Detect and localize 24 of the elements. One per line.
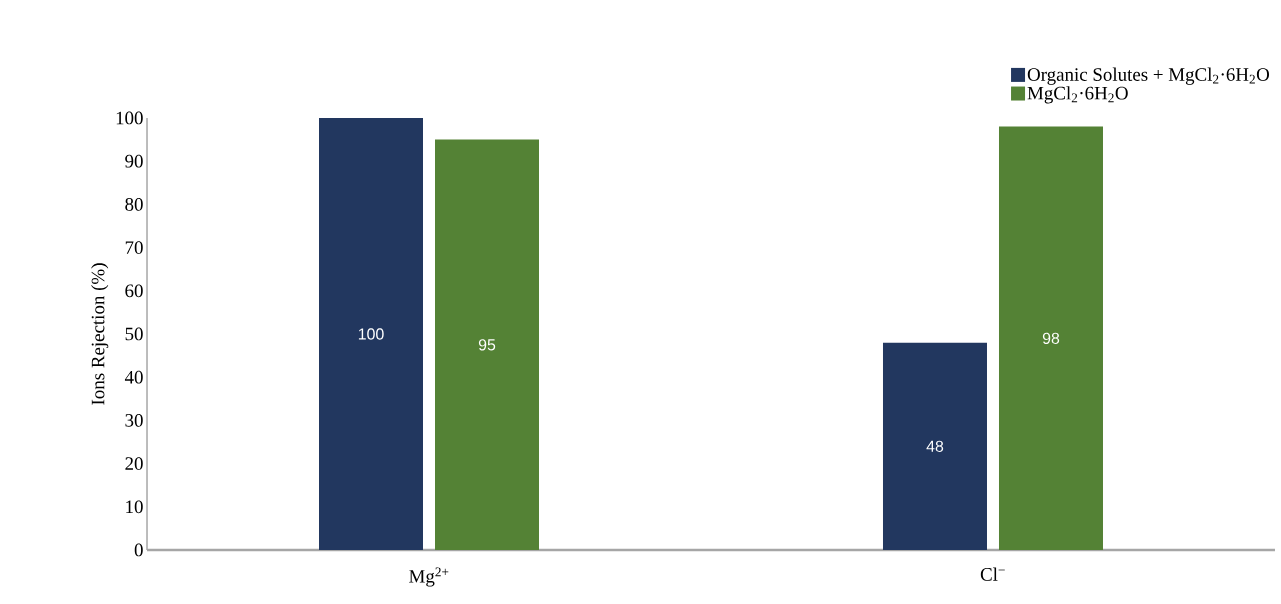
y-tick-label: 50	[125, 327, 143, 341]
y-tick-label: 90	[125, 154, 143, 168]
data-label: 98	[1042, 332, 1060, 344]
data-label: 95	[478, 339, 496, 351]
bar	[319, 117, 423, 550]
x-tick-label: Mg$^{2+}$	[409, 567, 449, 587]
data-label: 100	[358, 328, 384, 340]
y-tick-label: 80	[125, 198, 143, 211]
y-tick-label: 0	[134, 543, 143, 557]
y-tick-label: 100	[116, 111, 143, 125]
y-tick-label: 30	[125, 414, 143, 427]
legend-label: MgCl$_{2}$·6H$_{2}$O	[1027, 86, 1128, 104]
y-axis-title: Ions Rejection (%)	[91, 263, 109, 405]
y-tick-label: 10	[126, 500, 143, 514]
y-tick-label: 70	[125, 241, 143, 254]
y-tick-label: 20	[125, 457, 143, 470]
y-tick-label: 60	[125, 284, 143, 298]
bar	[998, 126, 1103, 550]
data-label: 48	[926, 440, 944, 452]
x-tick-label: Cl$^{−}$	[980, 567, 1005, 581]
bar	[435, 139, 540, 550]
y-tick-label: 40	[124, 370, 143, 384]
legend-label: Organic Solutes + MgCl$_{2}$·6H$_{2}$O	[1027, 67, 1270, 85]
bar	[882, 342, 987, 550]
